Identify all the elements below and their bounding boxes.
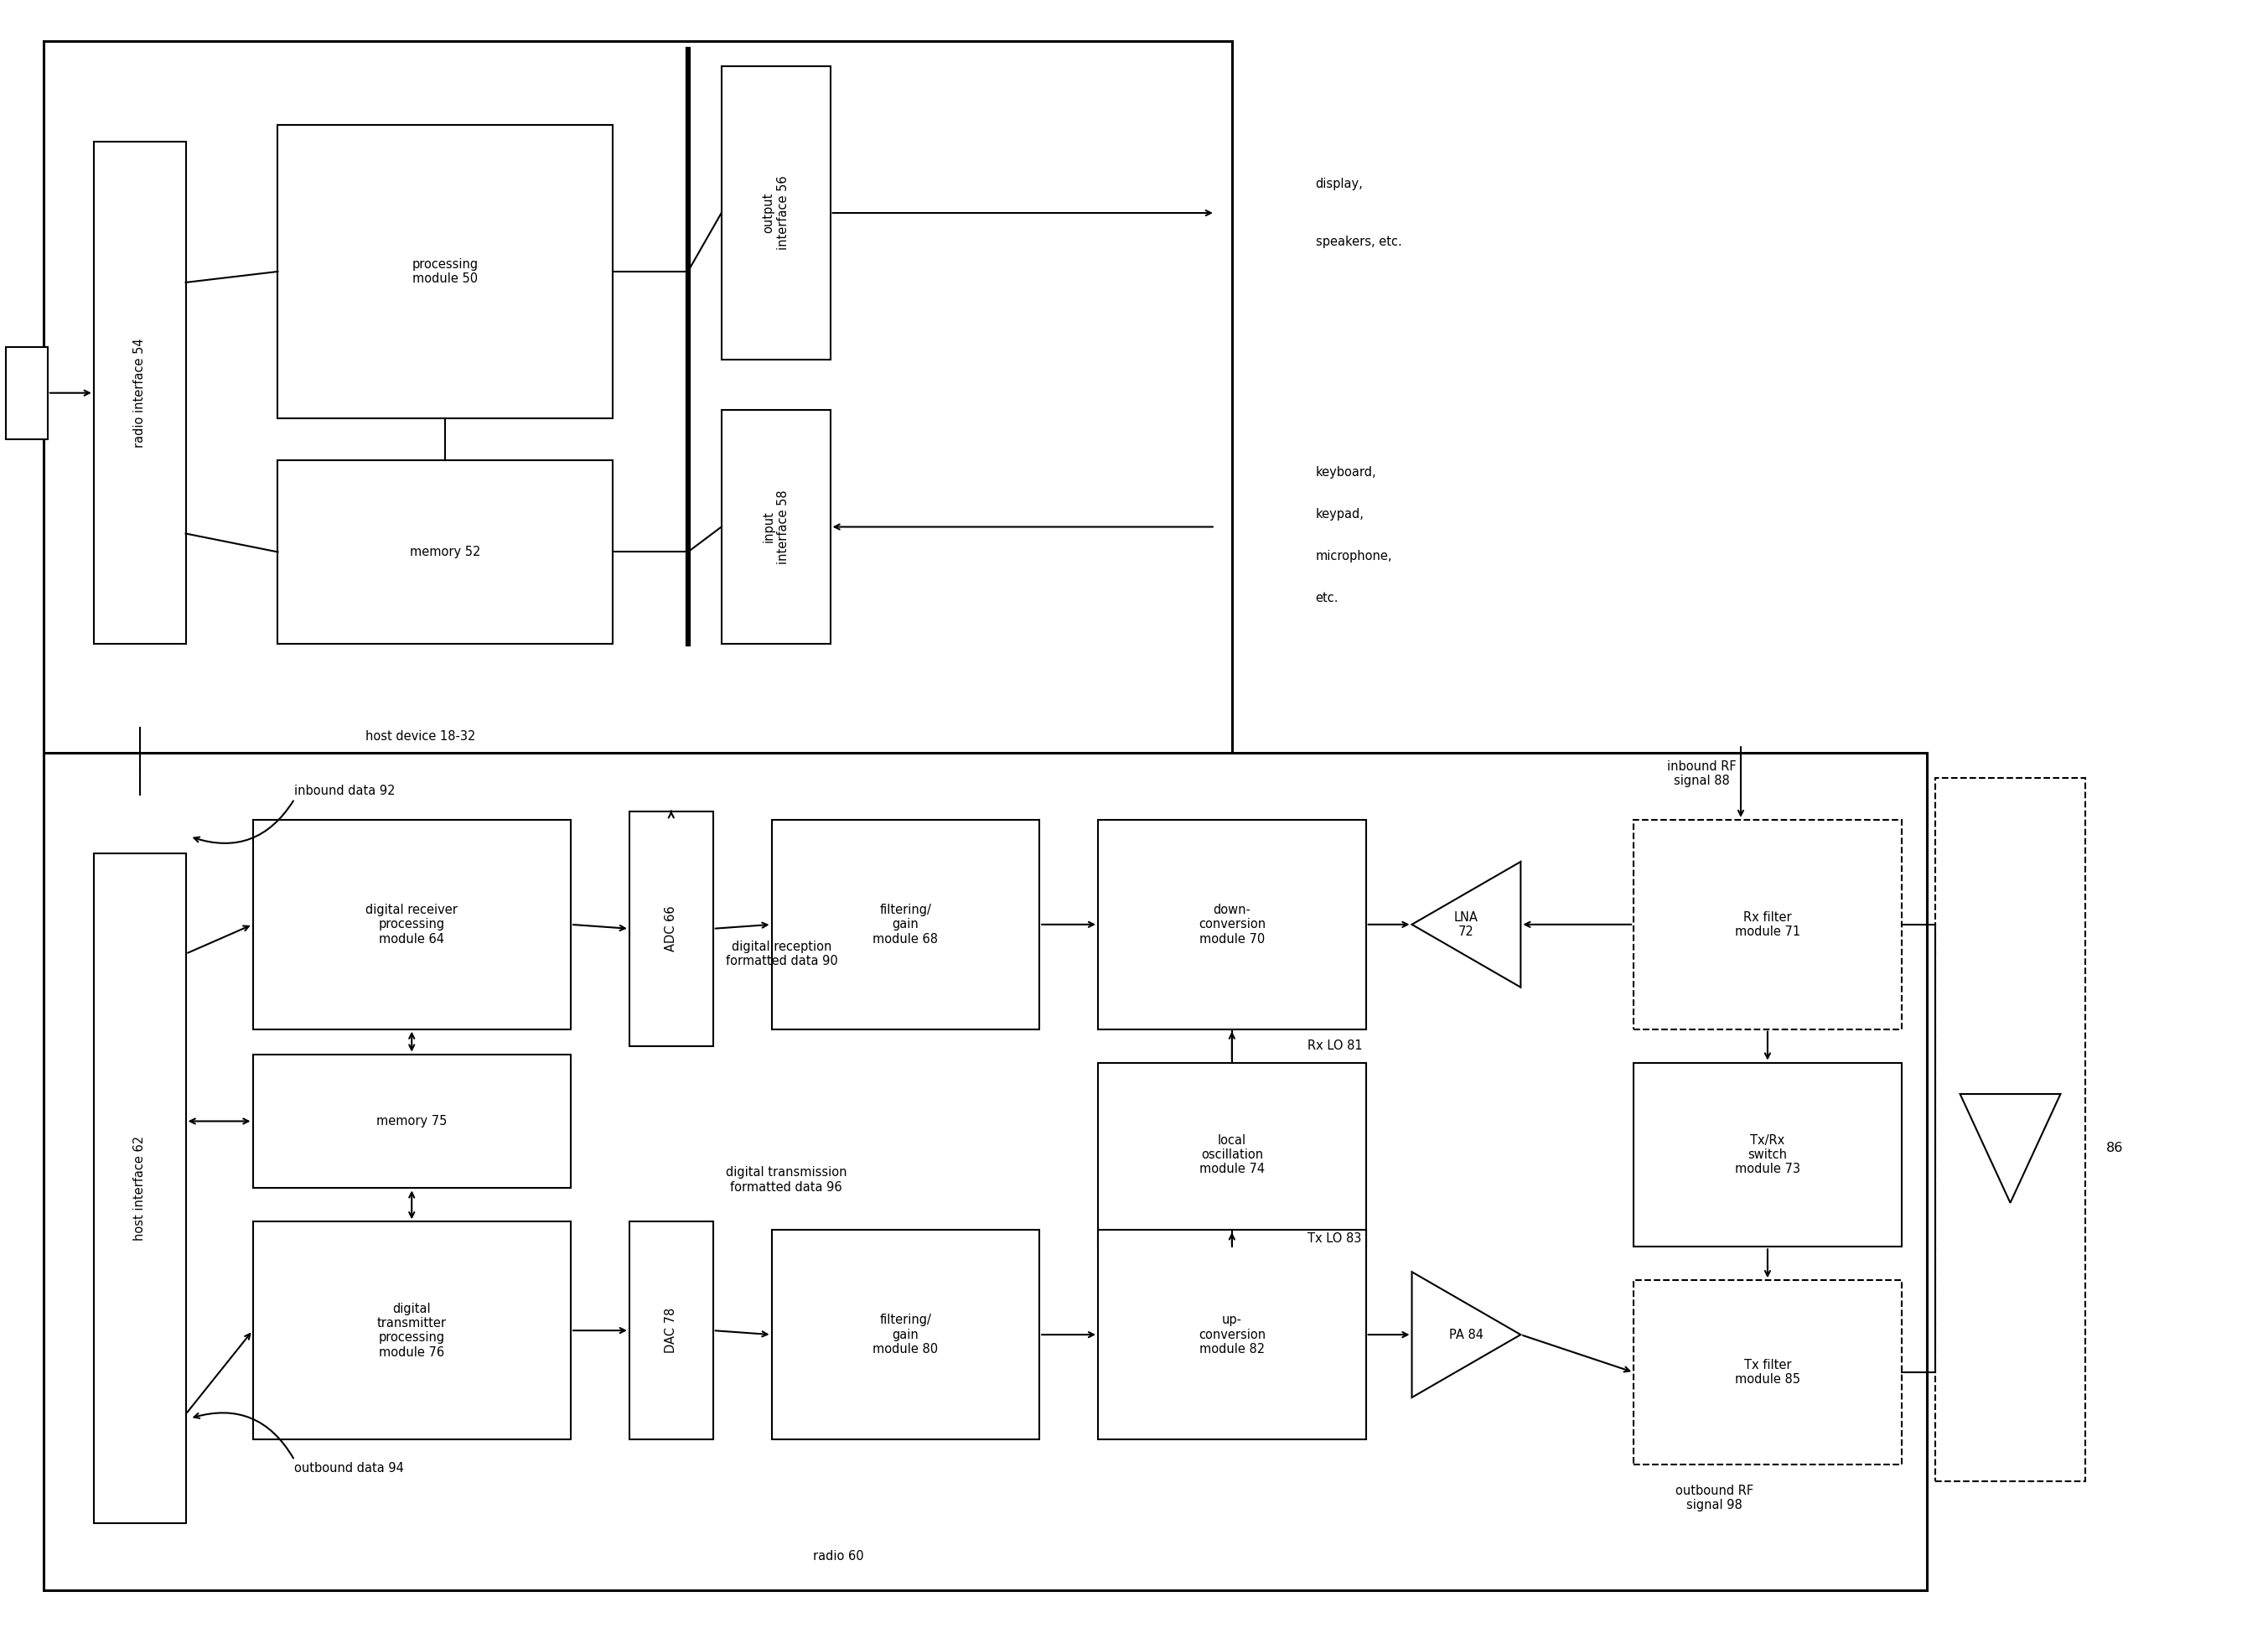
Bar	[1633, 820, 1901, 1029]
Text: PA 84: PA 84	[1449, 1328, 1483, 1341]
Bar	[7, 346, 48, 439]
Text: digital
transmitter
processing
module 76: digital transmitter processing module 76	[376, 1302, 447, 1359]
Bar	[43, 753, 1926, 1591]
Text: input
interface 58: input interface 58	[762, 490, 789, 563]
Text: down-
conversion
module 70: down- conversion module 70	[1198, 903, 1266, 946]
Text: digital reception
formatted data 90: digital reception formatted data 90	[726, 941, 837, 967]
Text: inbound data 92: inbound data 92	[295, 784, 395, 797]
Text: speakers, etc.: speakers, etc.	[1315, 235, 1402, 248]
Text: keyboard,: keyboard,	[1315, 465, 1377, 478]
Text: display,: display,	[1315, 178, 1363, 189]
Text: etc.: etc.	[1315, 591, 1338, 604]
Bar	[1098, 1063, 1365, 1246]
Text: memory 52: memory 52	[411, 545, 481, 558]
Bar	[1098, 820, 1365, 1029]
Bar	[1935, 777, 2087, 1481]
Bar	[93, 142, 186, 643]
Text: Rx filter
module 71: Rx filter module 71	[1735, 911, 1801, 937]
Text: filtering/
gain
module 68: filtering/ gain module 68	[873, 903, 939, 946]
Bar	[721, 410, 830, 643]
Text: Tx/Rx
switch
module 73: Tx/Rx switch module 73	[1735, 1133, 1801, 1176]
Text: outbound data 94: outbound data 94	[295, 1462, 404, 1475]
Text: ADC 66: ADC 66	[665, 906, 678, 952]
Text: up-
conversion
module 82: up- conversion module 82	[1198, 1315, 1266, 1355]
Text: keypad,: keypad,	[1315, 508, 1363, 521]
Bar	[93, 854, 186, 1524]
Text: Tx LO 83: Tx LO 83	[1306, 1233, 1361, 1244]
Text: host interface 62: host interface 62	[134, 1135, 145, 1241]
Bar	[1633, 1063, 1901, 1246]
Text: processing
module 50: processing module 50	[413, 258, 479, 286]
Text: Rx LO 81: Rx LO 81	[1306, 1040, 1363, 1052]
Bar	[771, 820, 1039, 1029]
Text: inbound RF
signal 88: inbound RF signal 88	[1667, 761, 1737, 787]
Text: outbound RF
signal 98: outbound RF signal 98	[1676, 1484, 1753, 1512]
Bar	[277, 461, 612, 643]
Bar	[277, 126, 612, 418]
Text: radio interface 54: radio interface 54	[134, 338, 145, 447]
Text: LNA
72: LNA 72	[1454, 911, 1479, 937]
Bar	[628, 812, 712, 1045]
Text: local
oscillation
module 74: local oscillation module 74	[1200, 1133, 1266, 1176]
Bar	[1633, 1280, 1901, 1465]
Text: host device 18-32: host device 18-32	[365, 730, 474, 743]
Bar	[771, 1230, 1039, 1439]
Text: output
interface 56: output interface 56	[762, 176, 789, 250]
Bar	[252, 1055, 572, 1189]
Bar	[252, 820, 572, 1029]
Text: microphone,: microphone,	[1315, 550, 1393, 562]
Bar	[252, 1221, 572, 1439]
Text: Tx filter
module 85: Tx filter module 85	[1735, 1359, 1801, 1386]
Text: DAC 78: DAC 78	[665, 1308, 678, 1354]
Text: radio 60: radio 60	[814, 1550, 864, 1563]
Text: filtering/
gain
module 80: filtering/ gain module 80	[873, 1315, 939, 1355]
Bar	[1098, 1230, 1365, 1439]
Bar	[721, 67, 830, 359]
Polygon shape	[1413, 1272, 1520, 1398]
Text: digital receiver
processing
module 64: digital receiver processing module 64	[365, 903, 458, 946]
Bar	[43, 41, 1232, 769]
Bar	[628, 1221, 712, 1439]
Text: memory 75: memory 75	[376, 1115, 447, 1127]
Text: digital transmission
formatted data 96: digital transmission formatted data 96	[726, 1166, 846, 1194]
Polygon shape	[1413, 862, 1520, 988]
Text: 86: 86	[2107, 1141, 2123, 1155]
Polygon shape	[1960, 1094, 2062, 1204]
